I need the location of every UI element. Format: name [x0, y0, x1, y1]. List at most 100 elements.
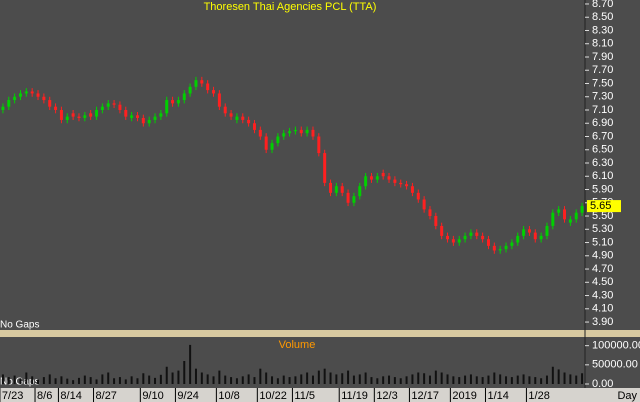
candle-body: [235, 116, 239, 120]
x-tick-label: 9/24: [177, 390, 198, 402]
volume-bar: [165, 366, 168, 384]
volume-bar: [475, 376, 478, 384]
volume-bar: [423, 373, 426, 384]
last-price-box: [587, 200, 621, 213]
candle-body: [574, 212, 578, 220]
volume-bar: [101, 374, 104, 384]
x-tick-label: 11/5: [294, 390, 315, 402]
volume-bar: [540, 378, 543, 384]
x-tick-label: 12/3: [376, 390, 397, 402]
volume-bar: [48, 374, 51, 384]
candle-body: [457, 239, 461, 243]
candle-body: [159, 113, 163, 117]
candle-body: [364, 176, 368, 187]
volume-bar: [37, 379, 40, 384]
volume-bar: [183, 361, 186, 384]
candle-body: [89, 113, 93, 117]
volume-bar: [493, 372, 496, 384]
volume-bar: [376, 378, 379, 384]
candle-body: [36, 93, 40, 97]
candle-body: [171, 100, 175, 104]
volume-bar: [89, 377, 92, 384]
volume-bar: [505, 376, 508, 384]
volume-bar: [311, 375, 314, 384]
volume-bar: [230, 377, 233, 384]
x-axis-band: [0, 388, 640, 402]
volume-bar: [265, 372, 268, 384]
candle-body: [71, 113, 75, 117]
candle-body: [112, 103, 116, 105]
volume-bar: [581, 373, 584, 384]
candle-body: [188, 86, 192, 94]
candle-body: [206, 83, 210, 91]
y-tick-label: 7.70: [592, 64, 613, 76]
volume-bar: [428, 375, 431, 384]
candle-body: [18, 93, 22, 97]
candle-body: [77, 116, 81, 118]
note: No Gaps: [0, 320, 39, 331]
volume-bar: [95, 379, 98, 384]
candle-body: [106, 103, 110, 107]
y-tick-label: 0.00: [592, 378, 613, 390]
volume-bar: [235, 378, 238, 384]
candle-body: [247, 119, 251, 124]
candle-body: [100, 106, 104, 110]
candle-body: [416, 192, 420, 200]
candle-body: [440, 225, 444, 236]
chart-title: Thoresen Thai Agencies PCL (TTA): [204, 1, 377, 13]
volume-bar: [54, 378, 57, 384]
volume-bar: [25, 372, 28, 384]
volume-bar: [417, 372, 420, 384]
x-tick-label: 8/6: [37, 390, 52, 402]
y-tick-label: 50000.00: [592, 359, 638, 371]
volume-bar: [282, 375, 285, 384]
candle-body: [194, 80, 198, 87]
candle-body: [516, 235, 520, 243]
y-tick-label: 5.30: [592, 223, 613, 235]
volume-bar: [19, 378, 22, 384]
candle-body: [340, 186, 344, 193]
volume-bar: [83, 375, 86, 384]
volume-bar: [317, 370, 320, 384]
candle-body: [463, 235, 467, 240]
x-unit: Day: [617, 390, 637, 402]
volume-bar: [194, 368, 197, 384]
candle-body: [212, 90, 216, 94]
volume-bar: [569, 374, 572, 384]
y-tick-label: 3.90: [592, 316, 613, 328]
volume-bar: [352, 375, 355, 384]
volume-bar: [516, 375, 519, 384]
volume-bar: [31, 376, 34, 384]
volume-bar: [148, 375, 151, 384]
volume-bar: [259, 368, 262, 384]
volume-bar: [218, 370, 221, 384]
candle-body: [95, 110, 99, 117]
candle-body: [329, 182, 333, 193]
candle-body: [539, 235, 543, 240]
volume-bar: [294, 376, 297, 384]
y-tick-label: 6.70: [592, 130, 613, 142]
y-tick-label: 6.30: [592, 157, 613, 169]
candle-body: [288, 131, 292, 134]
volume-bar: [253, 377, 256, 384]
candle-body: [481, 235, 485, 240]
candle-body: [1, 106, 5, 110]
volume-bar: [171, 372, 174, 384]
volume-bar: [405, 376, 408, 384]
volume-bar: [288, 377, 291, 384]
candle-body: [305, 129, 309, 134]
candle-body: [13, 96, 17, 101]
y-tick-label: 4.10: [592, 303, 613, 315]
volume-bar: [142, 373, 145, 384]
y-tick-label: 8.70: [592, 0, 613, 10]
y-tick-label: 7.10: [592, 104, 613, 116]
candle-body: [451, 239, 455, 243]
volume-bar: [323, 368, 326, 384]
volume-bar: [124, 379, 127, 384]
volume-bar: [276, 378, 279, 384]
y-tick-label: 5.90: [592, 183, 613, 195]
candle-body: [375, 176, 379, 180]
volume-bar: [72, 380, 75, 384]
candle-body: [346, 192, 350, 203]
